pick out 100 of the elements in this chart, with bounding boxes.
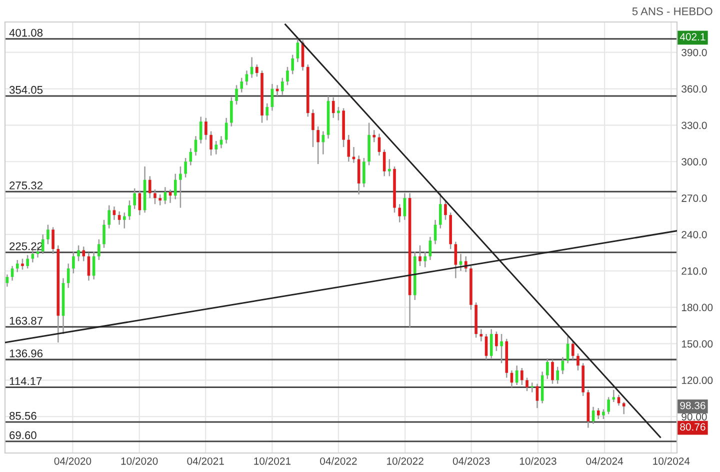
- candlestick: [607, 396, 610, 415]
- ref-line-label: 401.08: [9, 28, 43, 37]
- candlestick: [128, 200, 131, 221]
- candlestick: [148, 176, 152, 199]
- candlestick: [286, 66, 289, 86]
- x-tick-label: 10/2023: [520, 457, 556, 465]
- candlestick: [133, 188, 136, 210]
- candlestick: [41, 234, 44, 255]
- candlestick: [372, 129, 376, 143]
- candlestick: [112, 206, 116, 221]
- text: 402.1: [680, 33, 706, 40]
- x-tick-label: 10/2020: [121, 457, 158, 465]
- candlestick: [444, 200, 447, 221]
- x-tick-label: 04/2023: [452, 457, 490, 465]
- ref-line-label: 354.05: [9, 86, 43, 94]
- candlestick: [602, 408, 605, 420]
- y-tick-label: 150.00: [682, 340, 713, 348]
- ref-line-label: 136.96: [10, 350, 43, 358]
- candlestick: [459, 253, 462, 272]
- candlestick: [235, 84, 238, 106]
- x-tick-label: 10/2022: [387, 457, 424, 465]
- y-tick-label: 180.00: [682, 304, 713, 312]
- candlestick: [480, 328, 483, 342]
- ref-line-label: 225.22: [10, 242, 42, 250]
- y-tick-label: 90.00: [682, 413, 707, 420]
- candlestick: [622, 401, 626, 415]
- candlestick: [526, 377, 528, 392]
- candlestick: [158, 194, 162, 206]
- candlestick: [546, 358, 549, 380]
- text: 80.76: [680, 423, 706, 431]
- candlestick: [82, 246, 86, 262]
- y-tick-label: 390.0: [682, 48, 707, 56]
- candlestick: [362, 157, 366, 188]
- candlestick: [561, 356, 564, 375]
- y-tick-label: 300.0: [682, 158, 707, 166]
- candlestick: [536, 383, 539, 409]
- x-tick-label: 10/2024: [653, 457, 690, 465]
- candlestick: [108, 204, 111, 230]
- text: 5 ANS - HEBDO: [632, 7, 712, 16]
- candlestick: [280, 77, 284, 96]
- x-tick-label: 04/2024: [586, 457, 624, 465]
- candlestick: [123, 212, 126, 230]
- ref-line-label: 275.32: [10, 182, 42, 190]
- ref-line-label: 163.87: [10, 316, 42, 325]
- candlestick: [210, 130, 212, 156]
- candlestick: [530, 382, 534, 393]
- candlestick: [179, 166, 182, 208]
- candlestick: [312, 108, 314, 148]
- y-tick-label: 210.0: [682, 267, 707, 275]
- y-tick-label: 360.0: [682, 85, 707, 93]
- candlestick: [102, 219, 106, 248]
- candlestick: [266, 102, 269, 121]
- candlestick: [571, 340, 574, 360]
- candlestick: [495, 330, 498, 352]
- candlestick: [296, 37, 300, 63]
- candlestick: [291, 54, 294, 75]
- x-tick-label: 04/2021: [187, 457, 224, 465]
- x-tick-label: 10/2021: [254, 457, 291, 465]
- candlestick: [98, 238, 100, 261]
- candlestick: [21, 258, 24, 270]
- candlestick: [230, 96, 233, 128]
- candlestick: [256, 64, 258, 78]
- candlestick: [174, 173, 177, 200]
- candlestick: [26, 254, 29, 270]
- x-tick-label: 04/2022: [320, 457, 357, 465]
- candlestick: [337, 106, 340, 121]
- candlestick: [556, 366, 559, 384]
- candlestick: [551, 358, 554, 384]
- y-tick-label: 120.00: [682, 376, 713, 384]
- candlestick: [403, 192, 406, 221]
- candlestick: [576, 352, 580, 372]
- candlestick: [184, 157, 187, 178]
- candlestick: [332, 96, 335, 119]
- candlestick: [424, 250, 426, 268]
- candlestick: [214, 140, 218, 155]
- y-tick-label: 330.0: [682, 122, 707, 130]
- x-tick-label: 04/2020: [54, 457, 92, 465]
- candlestick: [490, 328, 493, 359]
- candlestick: [418, 244, 422, 267]
- candlestick: [612, 389, 616, 403]
- candlestick: [199, 116, 202, 144]
- candlestick: [388, 158, 391, 177]
- candlestick: [154, 188, 156, 205]
- y-tick-label: 270.0: [682, 194, 707, 202]
- candlestick: [16, 259, 19, 273]
- ref-line-label: 114.17: [10, 377, 42, 385]
- candlestick: [347, 134, 350, 162]
- candlestick: [520, 367, 524, 386]
- candlestick: [72, 250, 75, 274]
- ref-line-label: 69.60: [10, 431, 36, 440]
- candlestick: [596, 407, 600, 420]
- candlestick: [438, 192, 442, 230]
- y-tick-label: 240.0: [682, 230, 707, 238]
- candlestick: [204, 117, 208, 140]
- text: 98.36: [680, 402, 706, 410]
- candlestick: [398, 203, 402, 223]
- candlestick: [118, 210, 121, 226]
- candlestick: [77, 244, 80, 262]
- candlestick: [428, 236, 432, 261]
- candlestick: [500, 333, 503, 364]
